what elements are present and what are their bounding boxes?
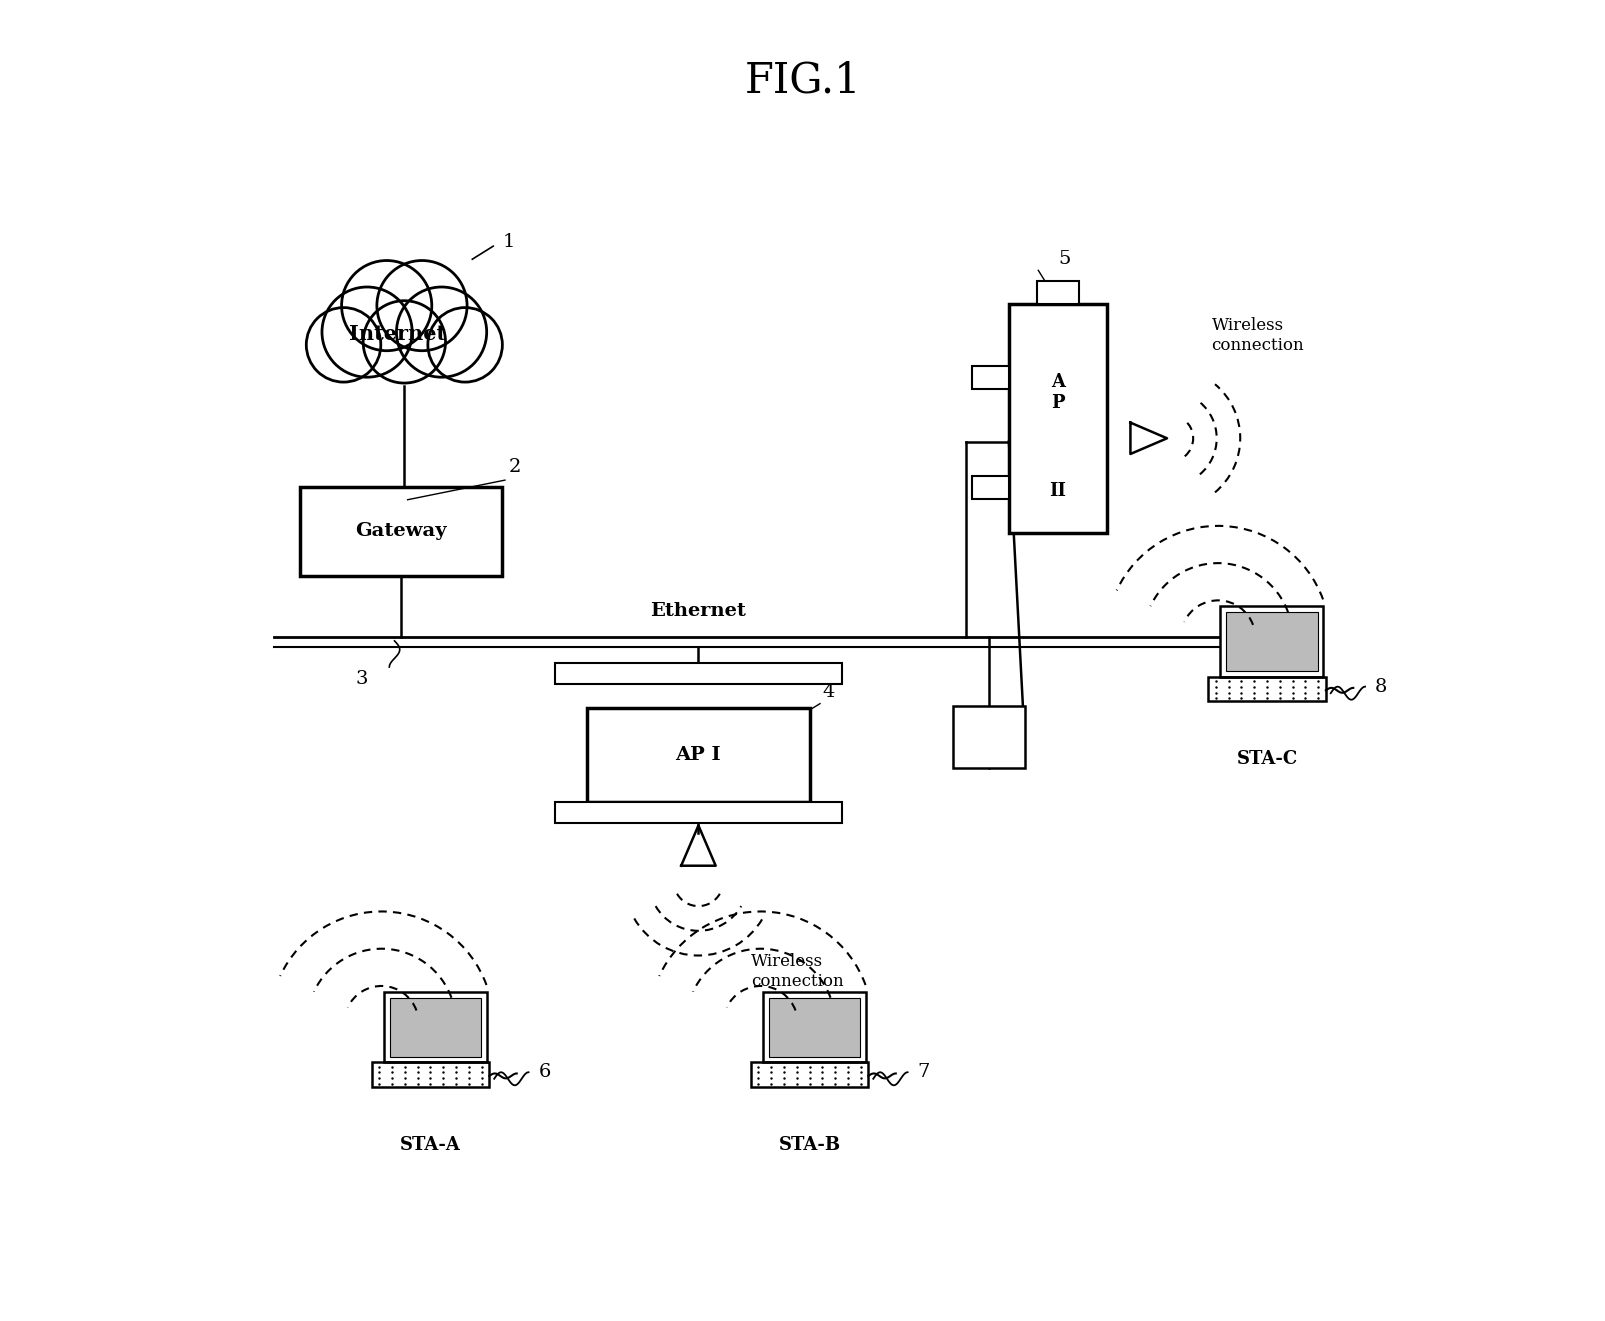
Text: Wireless
connection: Wireless connection [750, 954, 843, 989]
FancyBboxPatch shape [1226, 612, 1316, 671]
Circle shape [427, 308, 502, 382]
Circle shape [363, 301, 445, 383]
Text: 4: 4 [822, 683, 835, 701]
FancyBboxPatch shape [384, 992, 486, 1062]
Circle shape [377, 260, 467, 350]
Circle shape [307, 308, 380, 382]
Text: II: II [1048, 482, 1066, 499]
Text: 1: 1 [502, 234, 515, 251]
Text: STA-B: STA-B [778, 1136, 839, 1155]
Text: Internet: Internet [348, 324, 446, 343]
Text: 5: 5 [1058, 250, 1071, 268]
FancyBboxPatch shape [769, 997, 860, 1057]
Text: Wireless
connection: Wireless connection [1210, 317, 1303, 354]
Text: 2: 2 [509, 458, 522, 476]
FancyBboxPatch shape [554, 663, 841, 684]
Text: A
P: A P [1050, 373, 1064, 412]
FancyBboxPatch shape [300, 486, 502, 576]
Circle shape [396, 287, 486, 378]
Text: STA-C: STA-C [1236, 750, 1297, 769]
FancyBboxPatch shape [1207, 676, 1326, 701]
Text: 8: 8 [1374, 678, 1387, 696]
Text: STA-A: STA-A [400, 1136, 461, 1155]
Text: 3: 3 [356, 670, 368, 688]
FancyBboxPatch shape [1220, 606, 1323, 676]
Text: FIG.1: FIG.1 [745, 59, 860, 102]
FancyBboxPatch shape [554, 802, 841, 823]
FancyBboxPatch shape [971, 476, 1008, 499]
Polygon shape [392, 362, 416, 380]
Text: 6: 6 [538, 1063, 551, 1082]
Text: AP I: AP I [676, 745, 721, 764]
Text: Ethernet: Ethernet [650, 602, 746, 620]
FancyBboxPatch shape [587, 708, 809, 802]
Text: Gateway: Gateway [355, 522, 446, 540]
FancyBboxPatch shape [1008, 304, 1106, 534]
Circle shape [321, 287, 412, 378]
Circle shape [342, 260, 432, 350]
FancyBboxPatch shape [952, 705, 1024, 769]
FancyBboxPatch shape [971, 366, 1008, 390]
FancyBboxPatch shape [1037, 281, 1079, 304]
Text: 7: 7 [916, 1063, 929, 1082]
FancyBboxPatch shape [390, 997, 480, 1057]
FancyBboxPatch shape [371, 1062, 490, 1087]
FancyBboxPatch shape [750, 1062, 868, 1087]
FancyBboxPatch shape [762, 992, 865, 1062]
